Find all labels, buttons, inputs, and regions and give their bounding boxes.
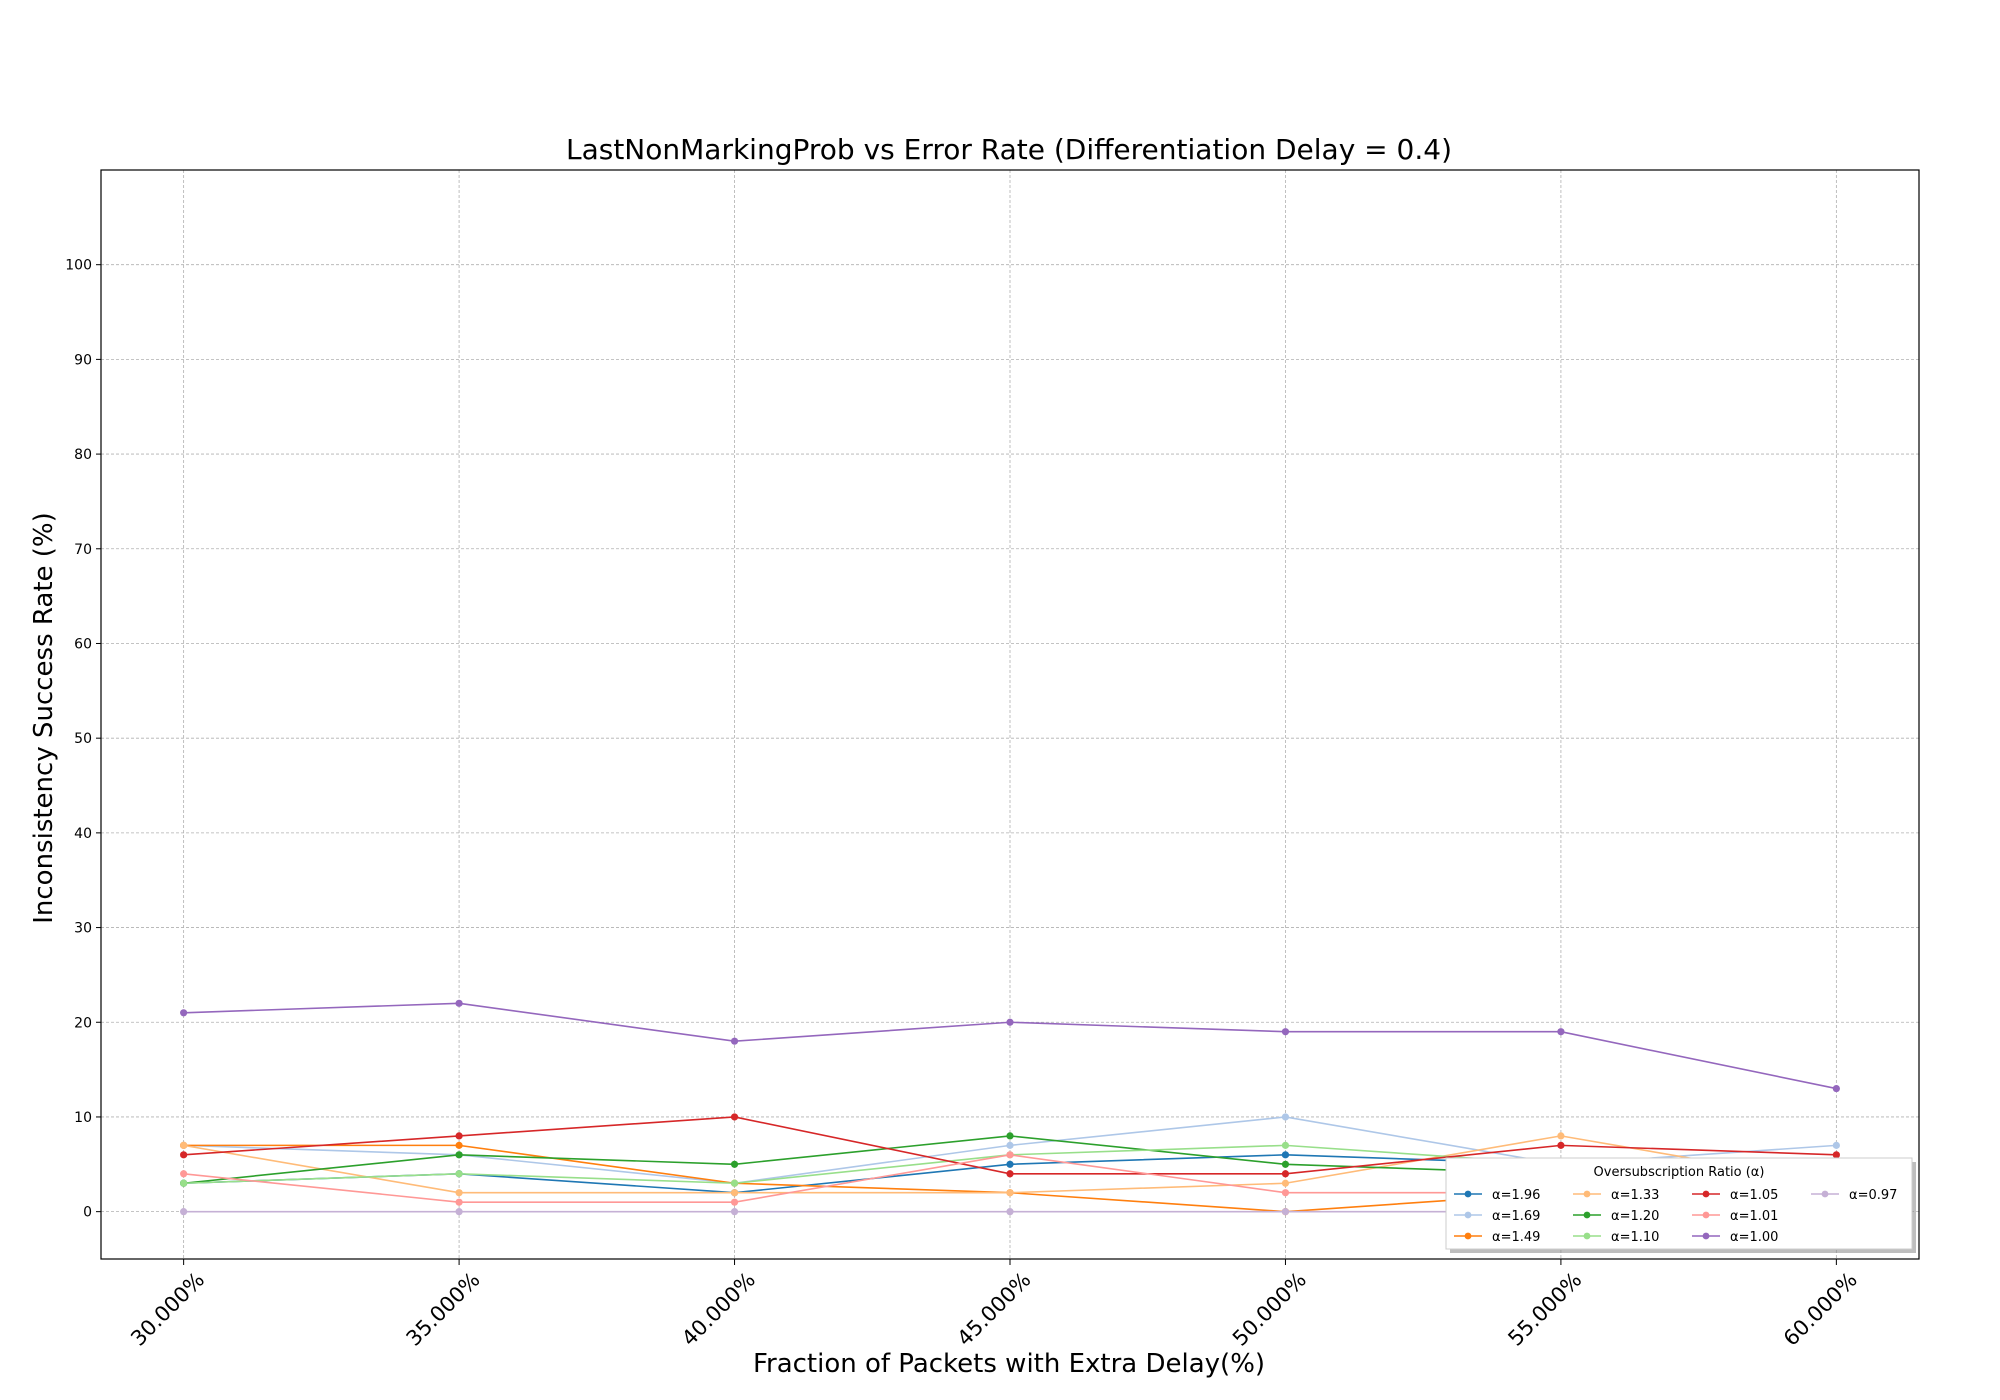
data-point xyxy=(1557,1028,1565,1036)
data-point xyxy=(1006,1170,1014,1178)
legend-label: α=1.33 xyxy=(1611,1188,1659,1203)
data-point xyxy=(180,1179,188,1187)
data-point xyxy=(455,1132,463,1140)
legend-label: α=1.96 xyxy=(1492,1188,1540,1203)
x-axis-label: Fraction of Packets with Extra Delay(%) xyxy=(753,1349,1265,1379)
data-point xyxy=(180,1170,188,1178)
data-point xyxy=(730,1037,739,1045)
legend-item: α=1.05 xyxy=(1692,1188,1778,1203)
legend-item: α=1.33 xyxy=(1573,1188,1659,1203)
y-tick-label: 30 xyxy=(74,921,92,937)
data-point xyxy=(1006,1141,1014,1149)
y-tick-label: 0 xyxy=(83,1205,92,1221)
data-point xyxy=(730,1160,739,1168)
data-point xyxy=(1281,1141,1290,1149)
chart-title: LastNonMarkingProb vs Error Rate (Differ… xyxy=(566,133,1452,166)
data-point xyxy=(1557,1141,1565,1149)
y-tick-label: 50 xyxy=(74,731,92,747)
y-tick-label: 90 xyxy=(74,352,92,368)
data-point xyxy=(730,1198,739,1206)
data-point xyxy=(1832,1151,1840,1159)
data-point xyxy=(1281,1151,1290,1159)
legend-swatch-marker xyxy=(1464,1190,1472,1198)
legend-item: α=0.97 xyxy=(1811,1188,1897,1203)
data-point xyxy=(455,1189,463,1197)
data-point xyxy=(1281,1160,1290,1168)
legend-label: α=1.10 xyxy=(1611,1230,1659,1245)
legend-label: α=1.01 xyxy=(1730,1209,1778,1224)
data-point xyxy=(1006,1160,1014,1168)
y-tick-label: 80 xyxy=(74,447,92,463)
legend-label: α=1.05 xyxy=(1730,1188,1778,1203)
y-axis-ticks: 0 10 20 30 40 50 60 70 80 90 100 xyxy=(65,258,101,1221)
data-point xyxy=(455,1151,463,1159)
legend-swatch-marker xyxy=(1583,1211,1591,1219)
legend-item: α=1.69 xyxy=(1454,1209,1540,1224)
data-point xyxy=(180,1141,188,1149)
data-point xyxy=(180,1208,188,1216)
legend-item: α=1.10 xyxy=(1573,1230,1659,1245)
y-tick-label: 70 xyxy=(74,542,92,558)
legend: Oversubscription Ratio (α) α=1.96 α=1.69 α=… xyxy=(1445,1157,1916,1253)
legend-swatch-marker xyxy=(1702,1232,1710,1240)
legend-box xyxy=(1445,1157,1913,1250)
data-point xyxy=(1006,1189,1014,1197)
legend-item: α=1.96 xyxy=(1454,1188,1540,1203)
data-point xyxy=(1006,1018,1014,1026)
data-point xyxy=(1557,1132,1565,1140)
data-point xyxy=(455,1208,463,1216)
data-point xyxy=(1006,1208,1014,1216)
data-point xyxy=(1281,1179,1290,1187)
y-axis-label: Inconsistency Success Rate (%) xyxy=(29,512,59,924)
legend-label: α=1.49 xyxy=(1492,1230,1540,1245)
legend-label: α=1.20 xyxy=(1611,1209,1659,1224)
data-point xyxy=(730,1113,739,1121)
data-point xyxy=(730,1189,739,1197)
data-point xyxy=(455,1198,463,1206)
y-tick-label: 10 xyxy=(74,1110,92,1126)
data-point xyxy=(1281,1113,1290,1121)
legend-title: Oversubscription Ratio (α) xyxy=(1594,1165,1765,1180)
data-point xyxy=(180,1009,188,1017)
legend-item: α=1.49 xyxy=(1454,1230,1540,1245)
legend-label: α=1.69 xyxy=(1492,1209,1540,1224)
data-point xyxy=(1006,1132,1014,1140)
legend-label: α=1.00 xyxy=(1730,1230,1778,1245)
series-α=1.00 xyxy=(180,999,1840,1093)
legend-item: α=1.00 xyxy=(1692,1230,1778,1245)
legend-swatch-marker xyxy=(1583,1190,1591,1198)
legend-swatch-marker xyxy=(1583,1232,1591,1240)
grid xyxy=(101,170,1919,1259)
legend-item: α=1.01 xyxy=(1692,1209,1778,1224)
legend-swatch-marker xyxy=(1821,1190,1829,1198)
data-point xyxy=(1832,1141,1840,1149)
legend-label: α=0.97 xyxy=(1849,1188,1897,1203)
legend-swatch-marker xyxy=(1702,1190,1710,1198)
data-point xyxy=(1281,1189,1290,1197)
legend-swatch-marker xyxy=(1702,1211,1710,1219)
data-point xyxy=(1281,1208,1290,1216)
series-α=1.05 xyxy=(180,1113,1840,1178)
data-point xyxy=(180,1151,188,1159)
y-tick-label: 40 xyxy=(74,826,92,842)
data-point xyxy=(1832,1084,1840,1093)
data-point xyxy=(730,1179,739,1187)
data-point xyxy=(1281,1170,1290,1178)
data-point xyxy=(1006,1151,1014,1159)
data-point xyxy=(1281,1028,1290,1036)
y-tick-label: 100 xyxy=(65,258,92,274)
data-point xyxy=(730,1208,739,1216)
legend-swatch-marker xyxy=(1464,1211,1472,1219)
legend-item: α=1.20 xyxy=(1573,1209,1659,1224)
data-point xyxy=(455,1170,463,1178)
y-tick-label: 20 xyxy=(74,1015,92,1031)
data-point xyxy=(455,1141,463,1149)
legend-swatch-marker xyxy=(1464,1232,1472,1240)
y-tick-label: 60 xyxy=(74,636,92,652)
data-point xyxy=(455,999,463,1007)
